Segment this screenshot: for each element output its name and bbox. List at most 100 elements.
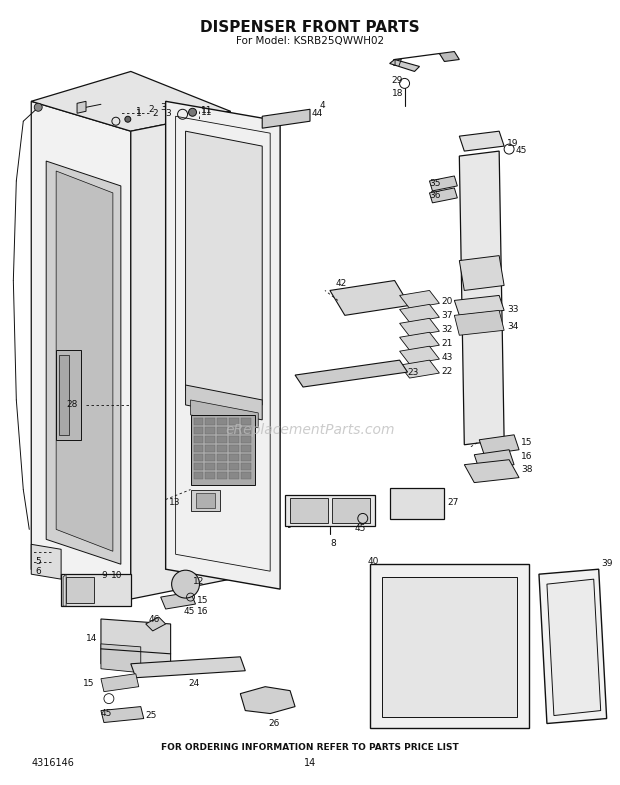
Text: 6: 6 bbox=[35, 568, 41, 576]
Polygon shape bbox=[400, 319, 440, 336]
Text: 28: 28 bbox=[66, 400, 78, 409]
Text: 45: 45 bbox=[101, 709, 112, 717]
Text: 42: 42 bbox=[336, 279, 347, 287]
Polygon shape bbox=[459, 131, 504, 151]
Polygon shape bbox=[454, 295, 504, 316]
Text: 18: 18 bbox=[392, 89, 403, 98]
Bar bbox=[241, 445, 251, 451]
Text: 2: 2 bbox=[153, 109, 158, 119]
Text: 11: 11 bbox=[200, 106, 212, 115]
Text: 34: 34 bbox=[507, 323, 518, 331]
Bar bbox=[229, 472, 239, 479]
Bar bbox=[193, 454, 203, 461]
Polygon shape bbox=[262, 109, 310, 128]
Text: 11: 11 bbox=[200, 108, 212, 117]
Text: 46: 46 bbox=[149, 615, 160, 624]
Text: 21: 21 bbox=[441, 339, 453, 349]
Text: 19: 19 bbox=[507, 139, 518, 148]
Bar bbox=[218, 462, 228, 469]
Text: For Model: KSRB25QWWH02: For Model: KSRB25QWWH02 bbox=[236, 35, 384, 46]
Polygon shape bbox=[131, 111, 231, 599]
Text: 26: 26 bbox=[268, 718, 280, 728]
Text: 15: 15 bbox=[521, 438, 533, 447]
Polygon shape bbox=[101, 644, 141, 673]
Text: 37: 37 bbox=[441, 312, 453, 320]
Polygon shape bbox=[400, 360, 440, 378]
Bar bbox=[193, 418, 203, 425]
Text: 24: 24 bbox=[188, 679, 200, 688]
Polygon shape bbox=[101, 706, 144, 722]
Bar bbox=[205, 427, 215, 434]
Circle shape bbox=[188, 108, 197, 116]
Bar bbox=[241, 418, 251, 425]
Text: 15: 15 bbox=[197, 596, 208, 605]
Polygon shape bbox=[31, 71, 231, 131]
Bar bbox=[218, 418, 228, 425]
Text: 3: 3 bbox=[161, 104, 166, 112]
Text: 25: 25 bbox=[146, 710, 157, 720]
Polygon shape bbox=[166, 101, 280, 589]
Polygon shape bbox=[459, 151, 504, 445]
Text: 1: 1 bbox=[136, 108, 141, 116]
Polygon shape bbox=[454, 310, 504, 335]
Text: 14: 14 bbox=[304, 758, 316, 769]
Polygon shape bbox=[464, 460, 519, 483]
Polygon shape bbox=[400, 305, 440, 323]
Text: 45: 45 bbox=[515, 146, 526, 155]
Polygon shape bbox=[400, 346, 440, 364]
Polygon shape bbox=[370, 564, 529, 728]
Polygon shape bbox=[77, 101, 86, 113]
Bar bbox=[193, 445, 203, 451]
Polygon shape bbox=[440, 52, 459, 61]
Text: 39: 39 bbox=[601, 559, 613, 568]
Polygon shape bbox=[459, 256, 504, 290]
Text: 8: 8 bbox=[330, 539, 335, 549]
Polygon shape bbox=[430, 188, 458, 203]
Text: 2: 2 bbox=[149, 105, 154, 115]
Bar bbox=[229, 418, 239, 425]
Bar bbox=[66, 577, 94, 603]
Bar bbox=[205, 472, 215, 479]
Text: 9: 9 bbox=[101, 571, 107, 580]
Text: 16: 16 bbox=[521, 451, 533, 461]
Text: 16: 16 bbox=[197, 607, 208, 616]
Text: 45: 45 bbox=[184, 607, 195, 616]
Polygon shape bbox=[56, 171, 113, 551]
Bar bbox=[241, 454, 251, 461]
Bar bbox=[229, 427, 239, 434]
Polygon shape bbox=[400, 290, 440, 309]
Bar bbox=[61, 574, 131, 606]
Polygon shape bbox=[63, 574, 66, 606]
Polygon shape bbox=[479, 435, 519, 455]
Bar bbox=[205, 454, 215, 461]
Text: 29: 29 bbox=[392, 76, 403, 86]
Polygon shape bbox=[295, 360, 407, 387]
Bar bbox=[389, 487, 445, 520]
Bar bbox=[190, 490, 220, 512]
Polygon shape bbox=[185, 131, 262, 405]
Bar bbox=[285, 495, 374, 527]
Text: 36: 36 bbox=[430, 191, 441, 200]
Bar bbox=[205, 462, 215, 469]
Polygon shape bbox=[131, 657, 246, 677]
Bar bbox=[195, 492, 215, 509]
Circle shape bbox=[34, 104, 42, 111]
Text: 15: 15 bbox=[83, 679, 94, 688]
Text: 5: 5 bbox=[35, 557, 41, 566]
Bar bbox=[193, 427, 203, 434]
Text: 12: 12 bbox=[193, 577, 204, 586]
Polygon shape bbox=[185, 385, 262, 420]
Text: eReplacementParts.com: eReplacementParts.com bbox=[225, 423, 395, 436]
Bar bbox=[190, 415, 255, 484]
Text: 45: 45 bbox=[355, 524, 366, 533]
Text: 10: 10 bbox=[111, 571, 122, 580]
Polygon shape bbox=[330, 280, 410, 316]
Bar bbox=[193, 462, 203, 469]
Polygon shape bbox=[146, 617, 166, 631]
Polygon shape bbox=[31, 101, 131, 599]
Text: 17: 17 bbox=[392, 60, 403, 68]
Bar bbox=[290, 498, 328, 524]
Bar bbox=[229, 436, 239, 443]
Bar bbox=[56, 350, 81, 440]
Text: 40: 40 bbox=[368, 557, 379, 566]
